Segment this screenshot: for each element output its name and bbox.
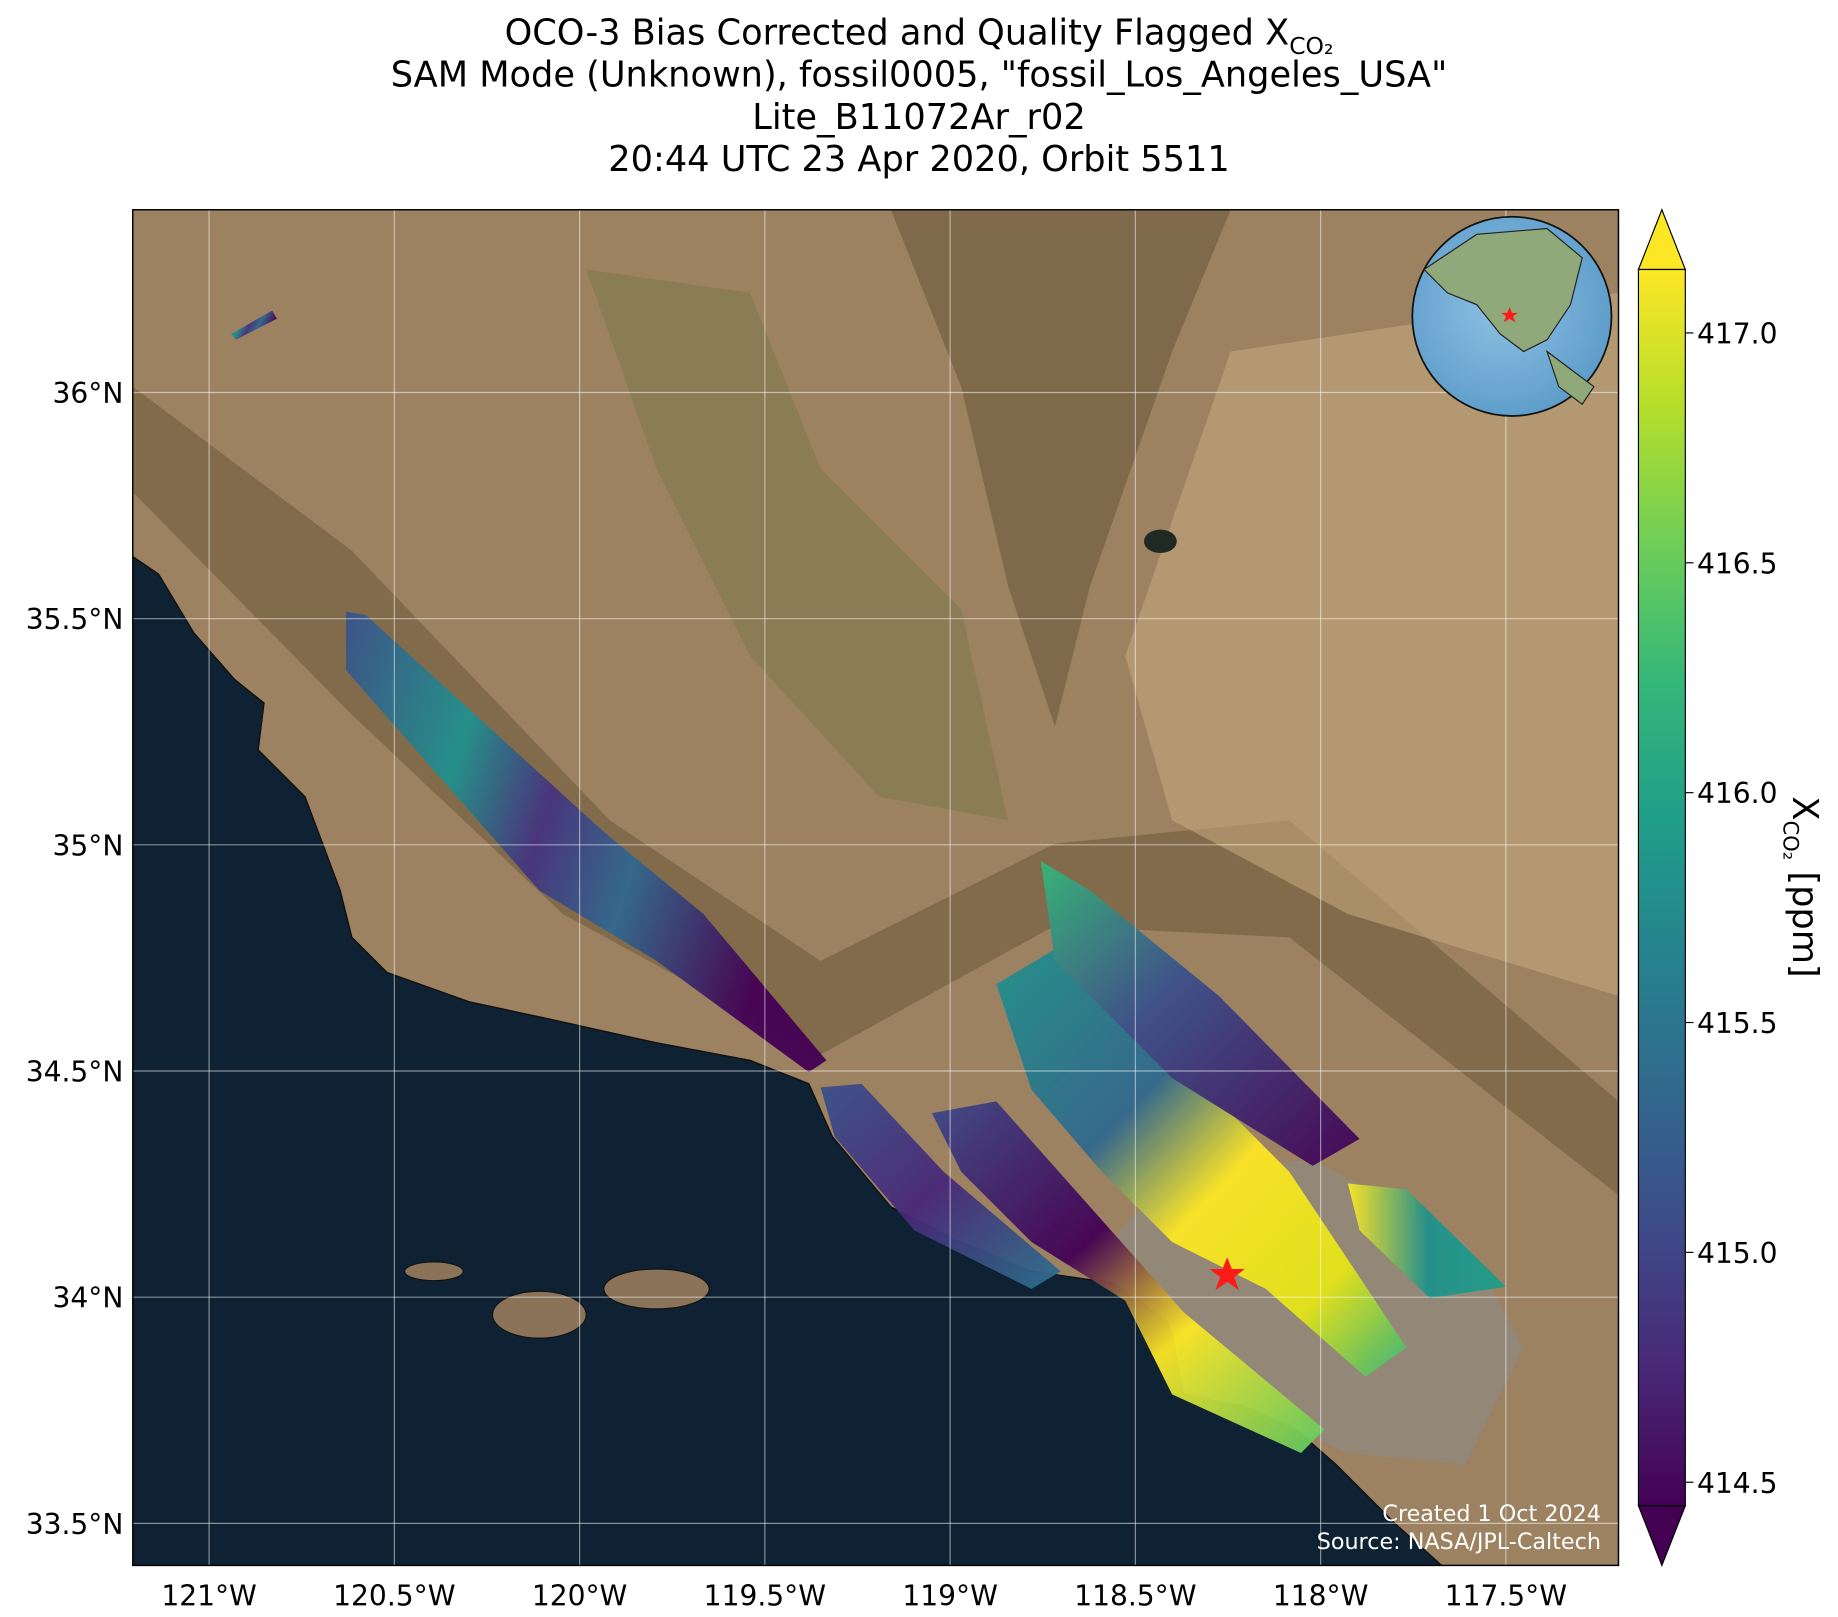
colorbar: 414.5 415.0 415.5 416.0 416.5 417.0 XCO₂ [ppm] (1637, 208, 1825, 1568)
colorbar-tick-label: 414.5 (1697, 1467, 1777, 1500)
title-text: OCO-3 Bias Corrected and Quality Flagged… (505, 13, 1290, 54)
title-line: Lite_B11072Ar_r02 (752, 97, 1085, 138)
colorbar-tick-label: 417.0 (1697, 317, 1777, 350)
colorbar-label-space (1784, 860, 1825, 871)
axes: 121°W 120.5°W 120°W 119.5°W 119°W 118.5°W 118°… (26, 377, 1567, 1612)
colorbar-body (1637, 268, 1686, 1507)
title-subscript: CO₂ (1289, 32, 1333, 60)
xco2-soundings (231, 310, 1507, 1453)
island (603, 1268, 710, 1310)
colorbar-label-text: X (1784, 796, 1825, 820)
map-frame (132, 209, 1620, 1567)
x-tick-label: 120°W (532, 1579, 628, 1612)
mountains (890, 209, 1231, 727)
x-tick-label: 119°W (902, 1579, 998, 1612)
title-line: SAM Mode (Unknown), fossil0005, "fossil_… (391, 55, 1448, 96)
title-text: Lite_B11072Ar_r02 (752, 97, 1085, 138)
x-tick-label: 118.5°W (1074, 1579, 1196, 1612)
swath (931, 1101, 1325, 1453)
y-tick-label: 35°N (53, 829, 124, 862)
lake (1143, 529, 1177, 554)
x-tick-label: 119.5°W (704, 1579, 826, 1612)
x-tick-label: 118°W (1273, 1579, 1369, 1612)
y-tick-label: 34.5°N (26, 1056, 124, 1089)
inset-globe (1411, 215, 1613, 417)
title-text: SAM Mode (Unknown), fossil0005, "fossil_… (391, 55, 1448, 96)
colorbar-tick-label: 416.0 (1697, 777, 1777, 810)
title: OCO-3 Bias Corrected and Quality Flagged… (391, 13, 1448, 181)
colorbar-tick-label: 415.5 (1697, 1007, 1777, 1040)
colorbar-extend-min (1637, 1505, 1687, 1568)
island (491, 1290, 587, 1339)
y-tick-label: 33.5°N (26, 1508, 124, 1541)
colorbar-extend-max (1637, 208, 1687, 271)
colorbar-label: XCO₂ [ppm] (1779, 796, 1825, 977)
title-line: OCO-3 Bias Corrected and Quality Flagged… (505, 13, 1334, 60)
title-text: 20:44 UTC 23 Apr 2020, Orbit 5511 (608, 139, 1229, 180)
x-tick-label: 121°W (161, 1579, 257, 1612)
swath (231, 310, 277, 340)
colorbar-tick-label: 416.5 (1697, 547, 1777, 580)
colorbar-label-unit: [ppm] (1784, 871, 1825, 977)
y-tick-label: 34°N (53, 1282, 124, 1315)
site-marker (1209, 1257, 1245, 1291)
swath (1040, 861, 1360, 1166)
x-tick-label: 117.5°W (1445, 1579, 1567, 1612)
swath (1347, 1183, 1507, 1299)
island (404, 1261, 464, 1282)
y-tick-label: 36°N (53, 377, 124, 410)
swath (996, 949, 1407, 1377)
valley (586, 269, 1009, 821)
swath (820, 1083, 1061, 1289)
y-tick-label: 35.5°N (26, 603, 124, 636)
title-line: 20:44 UTC 23 Apr 2020, Orbit 5511 (608, 139, 1229, 180)
desert (1125, 292, 1619, 996)
gridlines (132, 209, 1619, 1566)
credit-text: Created 1 Oct 2024 (1382, 1501, 1601, 1527)
colorbar-label-subscript: CO₂ (1779, 820, 1804, 860)
colorbar-tick-label: 415.0 (1697, 1237, 1777, 1270)
x-tick-label: 120.5°W (333, 1579, 455, 1612)
credit-text: Source: NASA/JPL-Caltech (1317, 1529, 1601, 1555)
swath (346, 611, 827, 1073)
